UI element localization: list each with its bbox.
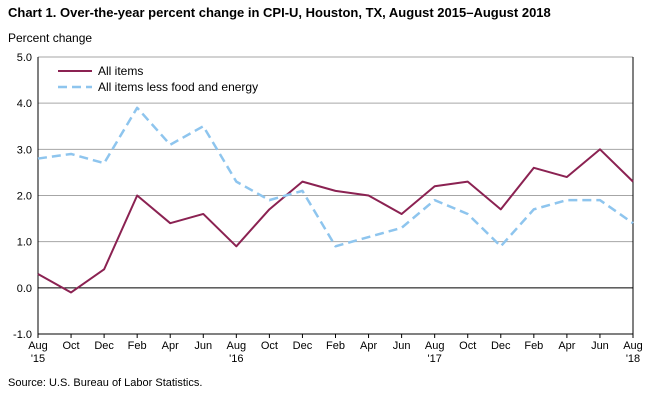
series-line-1 [37,148,634,294]
data-point [70,153,72,155]
x-tick-label: Aug [425,340,445,352]
data-point [467,213,469,215]
data-point [566,176,568,178]
x-tick-year-label: '15 [31,353,45,365]
x-tick-label: Dec [491,340,511,352]
x-tick-label: Apr [360,340,377,352]
data-point [400,213,402,215]
y-tick-label: 0.0 [17,283,32,295]
x-tick-label: Apr [162,340,179,352]
x-tick-year-label: '16 [229,353,243,365]
chart-title: Chart 1. Over-the-year percent change in… [8,5,551,20]
data-point [103,162,105,164]
y-tick-label: 1.0 [17,237,32,249]
data-point [334,245,336,247]
y-axis-label: Percent change [8,31,93,45]
data-point [235,180,237,182]
data-point [500,245,502,247]
data-point [202,213,204,215]
data-point [367,194,369,196]
data-point [301,190,303,192]
data-point [334,190,336,192]
data-point [533,208,535,210]
data-point [136,194,138,196]
data-point [599,148,601,150]
data-point [268,199,270,201]
y-tick-label: 3.0 [17,144,32,156]
x-tick-year-label: '17 [427,353,441,365]
data-point [37,157,39,159]
x-tick-label: Jun [194,340,212,352]
data-point [136,107,138,109]
data-point [566,199,568,201]
source-note: Source: U.S. Bureau of Labor Statistics. [8,377,203,389]
data-point [599,199,601,201]
data-point [500,208,502,210]
x-tick-label: Feb [128,340,147,352]
series-line-2 [37,106,634,248]
data-point [632,222,634,224]
data-point [103,268,105,270]
x-tick-label: Aug [623,340,643,352]
x-tick-label: Oct [459,340,476,352]
x-tick-label: Aug [28,340,48,352]
y-tick-label: -1.0 [13,329,32,341]
x-tick-label: Dec [293,340,313,352]
x-tick-label: Jun [591,340,609,352]
data-point [467,180,469,182]
x-tick-label: Aug [227,340,247,352]
data-point [400,227,402,229]
data-point [632,180,634,182]
x-tick-label: Oct [261,340,278,352]
data-point [367,236,369,238]
data-point [301,180,303,182]
data-point [169,222,171,224]
data-point [169,144,171,146]
data-point [235,245,237,247]
data-point [433,199,435,201]
legend-label: All items [98,64,143,78]
y-tick-label: 2.0 [17,191,32,203]
data-point [37,273,39,275]
data-point [202,125,204,127]
y-tick-label: 5.0 [17,52,32,64]
x-tick-label: Apr [558,340,575,352]
data-point [433,185,435,187]
x-tick-label: Jun [393,340,411,352]
x-tick-label: Dec [94,340,114,352]
data-point [70,291,72,293]
x-tick-year-label: '18 [626,353,640,365]
data-point [533,167,535,169]
x-tick-label: Feb [524,340,543,352]
data-point [268,208,270,210]
x-tick-label: Oct [62,340,79,352]
y-tick-label: 4.0 [17,98,32,110]
x-tick-label: Feb [326,340,345,352]
legend-label: All items less food and energy [98,80,258,94]
